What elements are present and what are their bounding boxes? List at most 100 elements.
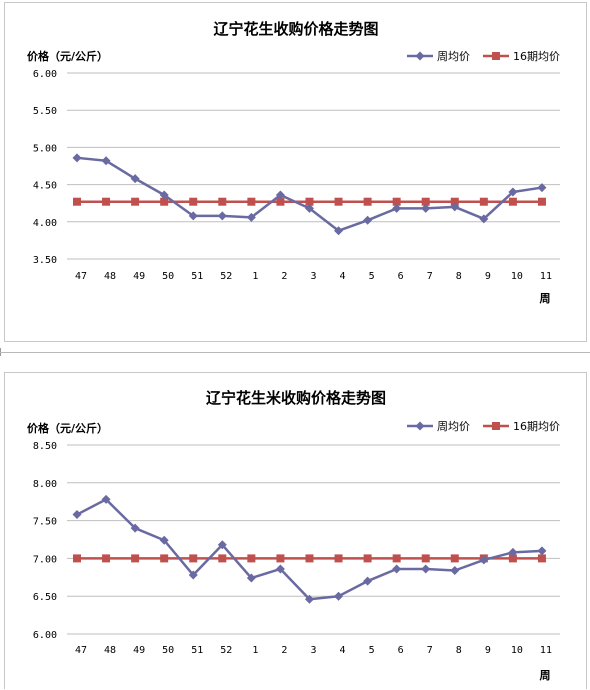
- average-price-point: [131, 197, 140, 206]
- x-tick-label: 50: [162, 645, 174, 656]
- legend-marker-weekly: [415, 421, 425, 431]
- x-tick-label: 5: [369, 271, 375, 282]
- x-tick-label: 9: [485, 645, 491, 656]
- x-tick-label: 1: [252, 645, 258, 656]
- y-tick-labels: 3.50 4.00 4.50 5.00 5.50 6.00: [33, 69, 57, 266]
- average-price-point: [334, 197, 343, 206]
- y-tick-label: 8.00: [33, 479, 57, 490]
- average-price-point: [160, 197, 169, 206]
- average-price-point: [189, 554, 198, 563]
- average-price-point: [305, 554, 314, 563]
- y-tick-label: 5.00: [33, 143, 57, 154]
- x-tick-label: 10: [511, 645, 523, 656]
- x-tick-labels: 47 48 49 50 51 52 1 2 3 4 5 6 7 8 9 10 11: [75, 271, 552, 282]
- x-tick-label: 4: [340, 645, 346, 656]
- average-price-point: [305, 197, 314, 206]
- weekly-price-point: [275, 564, 285, 574]
- y-tick-label: 4.00: [33, 218, 57, 229]
- average-price-point: [160, 554, 169, 563]
- x-tick-label: 48: [104, 271, 116, 282]
- series-line: [76, 156, 543, 232]
- weekly-price-point: [188, 570, 198, 580]
- weekly-price-point: [246, 212, 256, 222]
- x-tick-label: 52: [220, 645, 232, 656]
- average-price-point: [479, 197, 488, 206]
- legend-marker-average: [492, 52, 500, 60]
- average-price-point: [247, 197, 256, 206]
- y-tick-label: 7.50: [33, 517, 57, 528]
- chart-panel-peanut-kernel: 辽宁花生米收购价格走势图 价格（元/公斤） 周 6.00 6.50 7.00 7.50…: [4, 372, 587, 689]
- weekly-price-point: [275, 190, 285, 200]
- series-group: [72, 494, 547, 604]
- x-tick-label: 9: [485, 271, 491, 282]
- x-tick-label: 4: [340, 271, 346, 282]
- x-tick-label: 3: [310, 271, 316, 282]
- y-axis-unit-label: 价格（元/公斤）: [27, 49, 108, 63]
- legend-marker-average: [492, 422, 500, 430]
- x-tick-label: 52: [220, 271, 232, 282]
- average-price-point: [450, 197, 459, 206]
- weekly-price-point: [217, 211, 227, 221]
- weekly-price-point: [508, 187, 518, 197]
- x-tick-label: 47: [75, 271, 87, 282]
- weekly-price-point: [130, 174, 140, 184]
- legend-label-weekly: 周均价: [437, 420, 470, 433]
- y-tick-label: 6.00: [33, 69, 57, 80]
- y-axis-unit-label: 价格（元/公斤）: [27, 421, 108, 435]
- divider-line: [0, 352, 590, 353]
- average-price-point: [102, 197, 111, 206]
- x-tick-label: 1: [252, 271, 258, 282]
- chart-peanut-kernel-price: 辽宁花生米收购价格走势图 价格（元/公斤） 周 6.00 6.50 7.00 7.50…: [27, 389, 560, 682]
- x-tick-label: 11: [540, 271, 552, 282]
- x-tick-label: 50: [162, 271, 174, 282]
- gridlines: [67, 72, 560, 260]
- average-price-point: [73, 554, 81, 563]
- x-tick-label: 51: [191, 271, 203, 282]
- legend-label-average: 16期均价: [513, 420, 560, 433]
- weekly-price-point: [479, 214, 489, 224]
- chart-title: 辽宁花生米收购价格走势图: [206, 389, 386, 407]
- x-axis-label: 周: [540, 669, 551, 682]
- y-tick-label: 6.50: [33, 592, 57, 603]
- weekly-price-point: [450, 202, 460, 212]
- average-price-point: [421, 197, 430, 206]
- legend-label-weekly: 周均价: [437, 50, 470, 63]
- x-tick-label: 2: [281, 271, 287, 282]
- weekly-price-point: [304, 203, 314, 213]
- x-tick-label: 5: [369, 645, 375, 656]
- y-tick-label: 4.50: [33, 181, 57, 192]
- average-price-point: [131, 554, 140, 563]
- weekly-price-point: [217, 540, 227, 550]
- average-price-point: [392, 554, 401, 563]
- average-price-point: [421, 554, 430, 563]
- weekly-price-point: [363, 215, 373, 225]
- average-price-point: [102, 554, 111, 563]
- weekly-price-point: [537, 183, 547, 193]
- average-price-point: [218, 554, 227, 563]
- chart-panel-peanut: 辽宁花生收购价格走势图 价格（元/公斤） 周 3.50 4.00 4.50 5.00 5…: [4, 2, 587, 342]
- series-line: [76, 498, 543, 601]
- x-tick-label: 49: [133, 271, 145, 282]
- chart-peanut-price: 辽宁花生收购价格走势图 价格（元/公斤） 周 3.50 4.00 4.50 5.00 5…: [27, 20, 560, 305]
- x-tick-label: 6: [398, 271, 404, 282]
- average-price-point: [73, 197, 81, 206]
- x-tick-label: 8: [456, 645, 462, 656]
- average-price-point: [276, 554, 285, 563]
- weekly-price-point: [101, 494, 111, 504]
- y-tick-label: 5.50: [33, 106, 57, 117]
- legend: 周均价 16期均价: [407, 420, 560, 433]
- average-price-point: [450, 554, 459, 563]
- average-price-point: [363, 554, 372, 563]
- weekly-price-point: [537, 546, 547, 556]
- weekly-price-point: [363, 576, 373, 586]
- average-price-point: [334, 554, 343, 563]
- x-tick-label: 7: [427, 645, 433, 656]
- y-tick-labels: 6.00 6.50 7.00 7.50 8.00 8.50: [33, 441, 57, 641]
- average-price-point: [276, 197, 285, 206]
- weekly-price-point: [101, 156, 111, 166]
- weekly-price-point: [159, 190, 169, 200]
- average-price-point: [508, 554, 517, 563]
- weekly-price-point: [130, 523, 140, 533]
- weekly-price-point: [188, 211, 198, 221]
- x-axis-label: 周: [540, 292, 551, 305]
